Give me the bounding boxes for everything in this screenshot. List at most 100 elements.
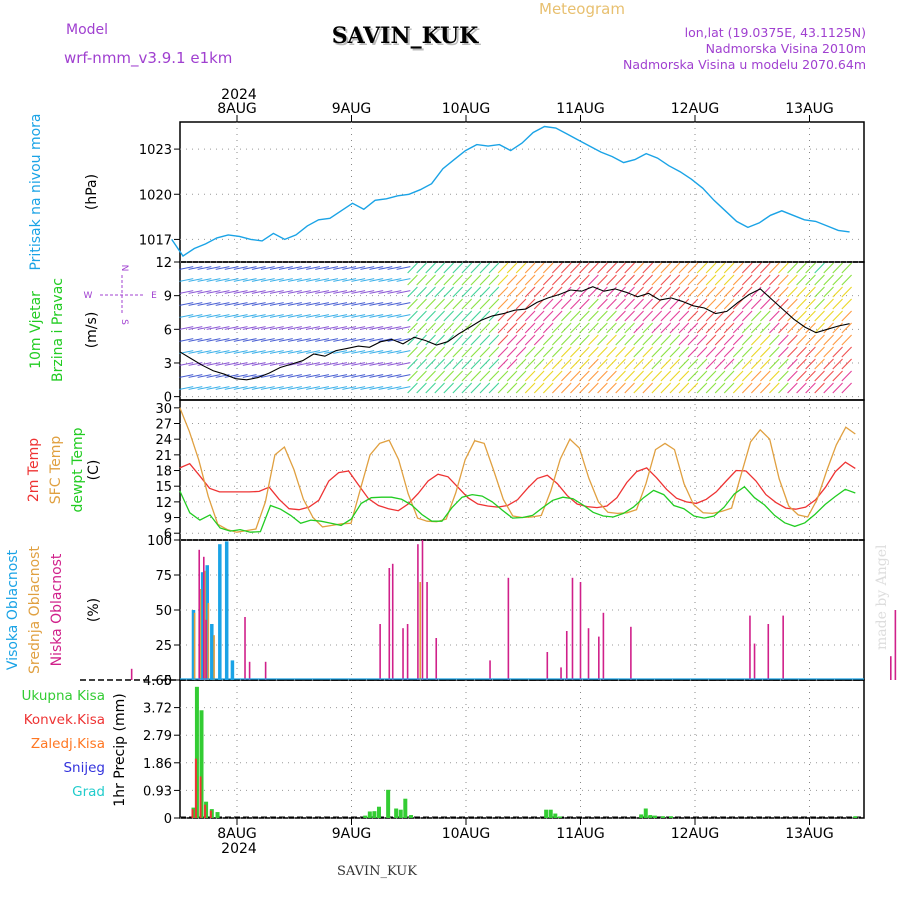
precip-bar-0: [557, 816, 562, 818]
wind-barb: [533, 370, 545, 382]
wind-barb: [242, 386, 257, 390]
wind-barb: [732, 310, 744, 322]
wind-barb: [796, 334, 807, 346]
wind-barb: [533, 262, 545, 274]
day-label-bottom: 8AUG: [217, 826, 257, 842]
wind-barb: [197, 266, 212, 270]
wind-barb: [732, 370, 744, 382]
wind-barb: [524, 370, 536, 382]
wind-barb: [642, 286, 653, 298]
wind-barb: [360, 362, 375, 366]
wind-barb: [407, 382, 418, 394]
wind-barb: [443, 322, 454, 334]
wind-barb: [760, 370, 771, 382]
wind-barb: [215, 302, 230, 306]
wind-barb: [551, 334, 563, 346]
y-tick-label-precip: 3.72: [143, 702, 172, 717]
wind-barb: [306, 326, 320, 330]
cloud-bar-2: [598, 636, 600, 680]
wind-barb: [306, 374, 320, 378]
wind-barb: [642, 382, 653, 394]
wind-barb: [251, 314, 266, 318]
wind-barb: [823, 322, 834, 334]
wind-barb: [179, 338, 194, 342]
wind-barb: [179, 374, 194, 378]
model-value: wrf-nmm_v3.9.1 e1km: [64, 49, 232, 68]
cloud-bar-2: [391, 563, 394, 680]
wind-barb: [188, 302, 203, 306]
wind-barb: [588, 274, 599, 286]
wind-barb: [497, 370, 509, 382]
temp-line-2: [179, 485, 856, 533]
wind-barb: [260, 374, 275, 378]
wind-barb: [597, 358, 608, 370]
wind-barb: [488, 382, 500, 394]
wind-barb: [633, 274, 644, 286]
wind-barb: [278, 338, 293, 342]
wind-barb: [242, 338, 257, 342]
wind-barb: [642, 358, 653, 370]
wind-barb: [260, 302, 275, 306]
wind-barb: [224, 350, 239, 354]
wind-barb: [570, 274, 581, 286]
wind-barb: [570, 346, 581, 358]
wind-barb: [696, 274, 708, 286]
cloud-unit: (%): [86, 598, 102, 622]
wind-barb: [669, 274, 681, 286]
wind-barb: [425, 358, 436, 370]
cloud-bar-2: [602, 612, 605, 680]
wind-barb: [769, 298, 780, 310]
wind-barb: [396, 278, 411, 282]
wind-barb: [188, 386, 203, 390]
wind-barb: [696, 334, 708, 346]
wind-barb: [416, 382, 427, 394]
wind-barb: [342, 290, 357, 294]
wind-barb: [524, 346, 536, 358]
wind-barb: [269, 350, 284, 354]
wind-barb: [533, 322, 545, 334]
wind-barb: [333, 338, 348, 342]
wind-barb: [570, 310, 581, 322]
wind-barb: [615, 358, 626, 370]
wind-barb: [624, 286, 635, 298]
wind-barb: [805, 298, 816, 310]
y-tick-label-wind: 0: [164, 391, 172, 406]
wind-barb: [470, 286, 482, 298]
cloud-bar-2: [630, 626, 632, 680]
wind-barb: [714, 262, 726, 274]
wind-barb: [351, 278, 366, 282]
wind-barb: [651, 310, 663, 322]
wind-barb: [570, 322, 581, 334]
wind-barb: [533, 310, 545, 322]
wind-barb: [606, 382, 617, 394]
wind-barb: [533, 334, 545, 346]
wind-barb: [515, 322, 527, 334]
wind-barb: [179, 290, 194, 294]
wind-barb: [407, 322, 418, 334]
wind-barb: [387, 302, 402, 306]
wind-barb: [479, 382, 491, 394]
wind-barb: [387, 362, 402, 366]
wind-barb: [678, 358, 690, 370]
cloud-bar-2: [248, 661, 251, 680]
wind-barb: [832, 322, 843, 334]
precip-bar-0: [398, 809, 403, 818]
wind-barb: [470, 334, 482, 346]
cloud-bar-2: [489, 660, 491, 680]
wind-barb: [741, 370, 753, 382]
wind-barb: [778, 370, 789, 382]
wind-barb: [333, 302, 348, 306]
wind-barb: [633, 382, 644, 394]
precip-bar-0: [668, 816, 673, 818]
wind-barb: [551, 286, 563, 298]
wind-barb: [488, 358, 500, 370]
wind-barb: [206, 338, 221, 342]
wind-barb: [769, 370, 780, 382]
wind-barb: [378, 374, 393, 378]
wind-barb: [287, 314, 302, 318]
wind-barb: [434, 286, 445, 298]
wind-barb: [714, 310, 726, 322]
wind-barb: [215, 314, 230, 318]
wind-barb: [687, 298, 699, 310]
wind-barb: [805, 382, 816, 394]
